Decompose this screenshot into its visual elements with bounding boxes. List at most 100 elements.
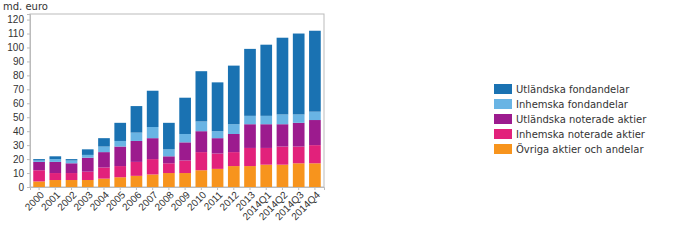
y-tick-label: 80 — [13, 70, 25, 81]
legend-label: Utländska noterade aktier — [516, 114, 647, 125]
y-tick: 60 — [13, 98, 30, 109]
bar — [260, 165, 272, 187]
bar — [33, 170, 45, 181]
bar — [228, 134, 240, 152]
y-tick-label: 0 — [18, 182, 24, 193]
bar — [82, 172, 94, 180]
bar-series — [33, 31, 321, 161]
bar — [33, 162, 45, 170]
x-tick: 2014Q4 — [289, 187, 322, 222]
y-tick-label: 20 — [13, 154, 25, 165]
bar — [66, 180, 78, 187]
y-tick-mark — [27, 187, 30, 188]
bar — [179, 160, 191, 173]
bar — [33, 159, 45, 160]
bar — [82, 155, 94, 158]
y-tick-label: 70 — [13, 84, 25, 95]
y-tick: 0 — [18, 182, 30, 193]
bar — [195, 152, 207, 170]
bar — [244, 166, 256, 187]
bar — [98, 152, 110, 167]
bar — [309, 145, 321, 163]
bar — [309, 120, 321, 145]
bar — [277, 38, 289, 115]
bar — [163, 173, 175, 187]
bar-series — [33, 145, 321, 181]
y-tick: 50 — [13, 112, 30, 123]
y-tick: 40 — [13, 126, 30, 137]
bar — [228, 124, 240, 134]
y-tick-label: 100 — [7, 42, 24, 53]
bar — [244, 49, 256, 116]
legend-swatch — [494, 99, 512, 109]
bar — [293, 114, 305, 122]
y-tick: 70 — [13, 84, 30, 95]
y-tick: 20 — [13, 154, 30, 165]
bar — [277, 165, 289, 187]
bar — [131, 106, 143, 133]
bar — [131, 141, 143, 162]
bar-series — [33, 120, 321, 173]
bar — [293, 163, 305, 187]
y-tick: 10 — [13, 168, 30, 179]
bar — [33, 160, 45, 161]
bar — [33, 181, 45, 187]
legend: Utländska fondandelarInhemska fondandela… — [494, 84, 647, 155]
bar — [179, 98, 191, 134]
bar — [293, 147, 305, 164]
bar — [244, 124, 256, 148]
y-tick-label: 110 — [8, 28, 24, 39]
legend-label: Inhemska noterade aktier — [516, 129, 646, 140]
bar — [114, 141, 126, 147]
bar — [163, 156, 175, 163]
y-tick-mark — [27, 89, 30, 90]
y-tick-label: 10 — [13, 168, 25, 179]
bar — [309, 112, 321, 120]
bar-series — [33, 163, 321, 187]
legend-swatch — [494, 129, 512, 139]
y-tick-label: 30 — [13, 140, 25, 151]
y-axis: 0102030405060708090100110120 — [7, 14, 30, 192]
bar — [277, 147, 289, 165]
bar — [163, 149, 175, 156]
bar — [98, 138, 110, 146]
x-axis: 2000200120022003200420052006200720082009… — [23, 187, 325, 222]
bar — [228, 166, 240, 187]
y-tick-mark — [27, 131, 30, 132]
plot-frame — [30, 14, 324, 187]
bar — [98, 147, 110, 153]
y-tick: 110 — [8, 28, 30, 39]
y-tick-mark — [27, 117, 30, 118]
bar — [131, 176, 143, 187]
bar — [277, 124, 289, 146]
bar — [293, 123, 305, 147]
bar — [309, 163, 321, 187]
y-tick-mark — [27, 145, 30, 146]
y-tick-label: 90 — [13, 56, 25, 67]
bar — [244, 116, 256, 124]
y-tick-label: 60 — [13, 98, 25, 109]
legend-swatch — [494, 114, 512, 124]
bar — [98, 179, 110, 187]
bar — [114, 166, 126, 177]
legend-label: Inhemska fondandelar — [516, 99, 629, 110]
bar — [195, 170, 207, 187]
y-tick-mark — [27, 47, 30, 48]
y-tick: 30 — [13, 140, 30, 151]
bar — [114, 123, 126, 141]
bar — [49, 162, 61, 173]
y-tick-mark — [27, 61, 30, 62]
bar — [163, 123, 175, 150]
y-tick-mark — [27, 173, 30, 174]
bar — [212, 169, 224, 187]
bar — [66, 159, 78, 160]
y-tick-mark — [27, 20, 30, 21]
bar — [147, 159, 159, 174]
y-tick-label: 40 — [13, 126, 25, 137]
bar — [82, 149, 94, 155]
y-axis-line — [27, 15, 31, 188]
legend-label: Övriga aktier och andelar — [516, 143, 644, 155]
bar — [195, 131, 207, 152]
bar — [49, 159, 61, 162]
bar — [66, 173, 78, 180]
